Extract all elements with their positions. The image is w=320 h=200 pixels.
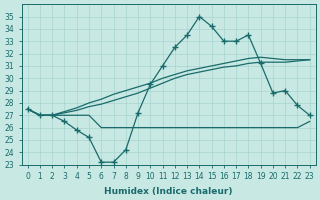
X-axis label: Humidex (Indice chaleur): Humidex (Indice chaleur) <box>104 187 233 196</box>
